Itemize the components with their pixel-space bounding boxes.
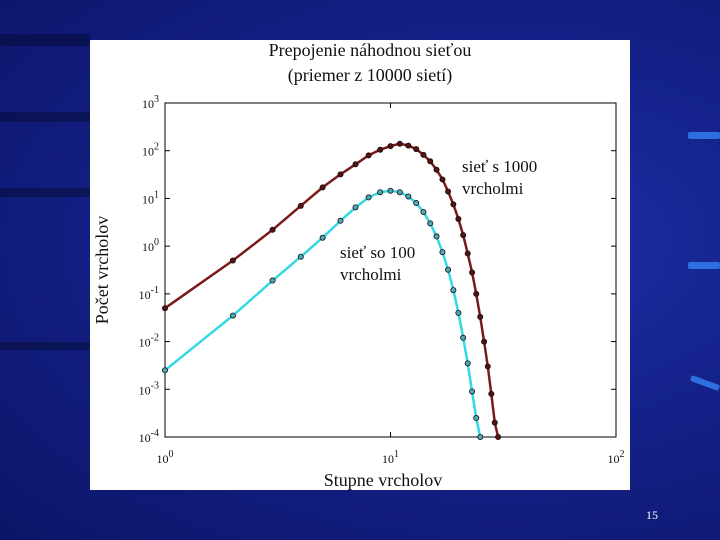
data-point	[269, 226, 276, 233]
data-point	[427, 220, 434, 227]
x-tick-label: 101	[382, 449, 399, 466]
series-line-1	[164, 189, 482, 438]
data-point	[162, 367, 169, 374]
data-point	[377, 189, 384, 196]
data-point	[450, 201, 457, 208]
chart-subtitle: (priemer z 10000 sietí)	[288, 65, 452, 86]
data-point	[469, 388, 476, 395]
data-point	[464, 360, 471, 367]
data-point	[450, 287, 457, 294]
series-annotation: vrcholmi	[462, 179, 524, 198]
data-point	[420, 208, 427, 215]
y-tick-label: 10-2	[139, 333, 159, 350]
y-tick-label: 103	[142, 94, 159, 111]
data-point	[473, 415, 480, 422]
data-point	[365, 194, 372, 201]
data-point	[405, 142, 412, 149]
data-point	[464, 250, 471, 257]
data-point	[420, 151, 427, 158]
data-point	[337, 171, 344, 178]
series-annotation: sieť so 100	[340, 243, 415, 262]
data-point	[455, 309, 462, 316]
data-point	[439, 249, 446, 256]
y-tick-label: 100	[142, 237, 159, 254]
data-point	[405, 193, 412, 200]
data-point	[427, 158, 434, 165]
data-point	[473, 290, 480, 297]
series-annotation: sieť s 1000	[462, 157, 537, 176]
data-point	[387, 143, 394, 150]
data-point	[352, 204, 359, 211]
background-accent	[689, 375, 720, 391]
data-point	[396, 189, 403, 196]
background-stripe	[0, 342, 90, 350]
y-tick-label: 10-4	[139, 428, 159, 445]
data-point	[365, 152, 372, 159]
data-point	[319, 184, 326, 191]
y-axis-label: Počet vrcholov	[92, 216, 112, 324]
chart-title: Prepojenie náhodnou sieťou	[269, 40, 472, 60]
slide-number: 15	[646, 508, 658, 522]
y-tick-label: 102	[142, 142, 159, 159]
data-point	[460, 334, 467, 341]
data-point	[484, 363, 491, 370]
background-stripe	[0, 34, 90, 46]
data-point	[445, 188, 452, 195]
data-point	[162, 305, 169, 312]
data-point	[413, 200, 420, 207]
background-stripe	[0, 112, 90, 122]
background-accent	[688, 262, 720, 269]
data-point	[297, 253, 304, 260]
data-point	[455, 216, 462, 223]
data-point	[229, 257, 236, 264]
data-point	[387, 187, 394, 194]
y-tick-label: 10-1	[139, 285, 159, 302]
x-axis-label: Stupne vrcholov	[324, 470, 443, 490]
data-point	[445, 266, 452, 273]
y-tick-label: 10-3	[139, 380, 159, 397]
data-point	[433, 166, 440, 173]
data-point	[460, 232, 467, 239]
x-tick-label: 102	[608, 449, 625, 466]
x-tick-label: 100	[157, 449, 174, 466]
background-accent	[688, 132, 720, 139]
chart: Prepojenie náhodnou sieťou (priemer z 10…	[92, 40, 625, 490]
series-annotation: vrcholmi	[340, 265, 402, 284]
data-point	[495, 433, 502, 440]
data-point	[413, 146, 420, 153]
data-point	[469, 269, 476, 276]
data-point	[269, 277, 276, 284]
series-line-0	[164, 142, 500, 438]
data-point	[297, 202, 304, 209]
data-point	[352, 161, 359, 168]
background-stripe	[0, 188, 90, 197]
chart-panel: Prepojenie náhodnou sieťou (priemer z 10…	[90, 40, 630, 490]
data-point	[319, 234, 326, 241]
y-tick-label: 101	[142, 189, 159, 206]
data-point	[491, 419, 498, 426]
data-point	[229, 312, 236, 319]
data-point	[396, 140, 403, 147]
data-point	[481, 338, 488, 345]
data-point	[377, 146, 384, 153]
data-point	[439, 176, 446, 183]
data-point	[337, 217, 344, 224]
data-point	[477, 313, 484, 320]
data-point	[488, 390, 495, 397]
data-point	[477, 433, 484, 440]
data-point	[433, 233, 440, 240]
